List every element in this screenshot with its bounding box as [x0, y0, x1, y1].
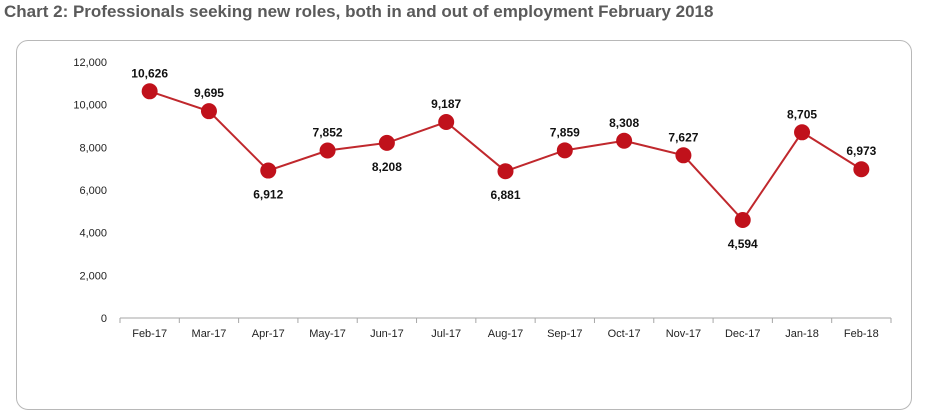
x-tick-label: Apr-17 [252, 328, 285, 340]
x-tick-label: Aug-17 [488, 328, 523, 340]
chart-data-labels: 10,626 9,695 6,912 7,852 8,208 9,187 6,881 7,85… [131, 66, 876, 251]
x-tick-label: Nov-17 [666, 328, 701, 340]
data-point-marker [556, 142, 573, 159]
data-label: 4,594 [728, 237, 758, 251]
data-label: 7,859 [550, 125, 580, 139]
data-point-marker [319, 142, 336, 159]
data-label: 8,208 [372, 160, 402, 174]
y-tick-label: 2,000 [79, 270, 107, 282]
data-label: 7,852 [313, 125, 343, 139]
chart-title: Chart 2: Professionals seeking new roles… [4, 2, 714, 21]
data-label: 6,912 [253, 188, 283, 202]
data-point-marker [260, 162, 277, 179]
y-tick-label: 12,000 [73, 57, 107, 69]
x-tick-label: Oct-17 [608, 328, 641, 340]
x-tick-label: Feb-17 [132, 328, 167, 340]
data-point-marker [141, 83, 158, 100]
chart-frame [16, 40, 912, 410]
y-tick-label: 10,000 [73, 100, 107, 112]
x-tick-label: Jun-17 [370, 328, 404, 340]
data-point-marker [616, 132, 633, 149]
data-label: 7,627 [668, 130, 698, 144]
data-label: 6,973 [846, 144, 876, 158]
chart-axes: Feb-17 Mar-17 Apr-17 May-17 Jun-17 Jul-17 Aug-… [73, 57, 892, 340]
data-point-marker [675, 147, 692, 164]
y-tick-label: 4,000 [79, 228, 107, 240]
x-tick-label: May-17 [309, 328, 346, 340]
data-label: 9,187 [431, 97, 461, 111]
chart-series [141, 83, 870, 228]
data-point-marker [200, 103, 217, 120]
x-tick-label: Feb-18 [844, 328, 879, 340]
data-point-marker [378, 134, 395, 151]
data-point-marker [497, 163, 514, 180]
data-label: 8,308 [609, 116, 639, 130]
data-point-marker [734, 211, 751, 228]
x-tick-label: Dec-17 [725, 328, 760, 340]
x-tick-label: Jul-17 [431, 328, 461, 340]
x-tick-label: Sep-17 [547, 328, 582, 340]
data-point-marker [438, 114, 455, 131]
y-tick-label: 8,000 [79, 142, 107, 154]
y-tick-label: 6,000 [79, 185, 107, 197]
x-tick-label: Mar-17 [192, 328, 227, 340]
data-label: 9,695 [194, 86, 224, 100]
data-point-marker [794, 124, 811, 141]
data-point-marker [853, 161, 870, 178]
data-label: 8,705 [787, 107, 817, 121]
data-label: 6,881 [490, 188, 520, 202]
data-label: 10,626 [131, 66, 168, 80]
x-tick-label: Jan-18 [785, 328, 819, 340]
y-tick-label: 0 [101, 313, 107, 325]
